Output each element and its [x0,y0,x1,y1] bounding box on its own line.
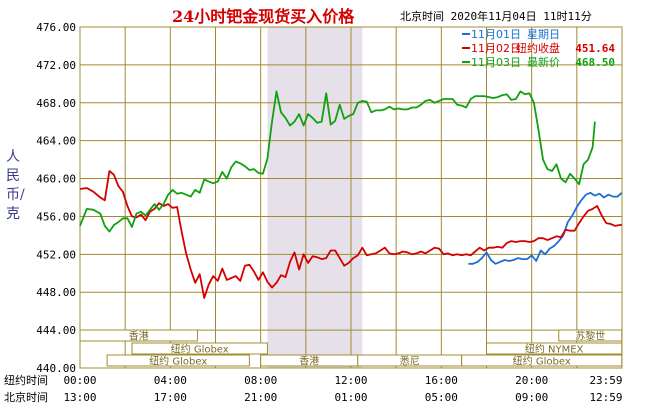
session-bar [106,354,250,367]
session-label: 苏黎世 [575,330,605,343]
session-label: 悉尼 [400,356,420,368]
session-label: 纽约 Globex [171,343,229,356]
x-tick-label-bj: 17:00 [154,391,187,404]
plot-border [79,26,623,369]
y-tick-label: 464.00 [36,135,76,148]
y-tick-label: 472.00 [36,59,76,72]
x-tick-label-bj: 13:00 [63,391,96,404]
legend-date: 11月01日 [471,28,521,41]
series-line [468,191,623,265]
x-tick-label-bj: 09:00 [515,391,548,404]
x-tick-label-ny: 08:00 [244,374,277,387]
x-row-label-ny: 纽约时间 [4,373,48,387]
legend-value: 468.50 [575,56,615,69]
y-tick-label: 456.00 [36,210,76,223]
legend-date: 11月03日 [471,56,521,69]
x-tick-label-bj: 21:00 [244,391,277,404]
series-lines [79,90,623,299]
legend-value: 451.64 [575,42,615,55]
y-tick-label: 460.00 [36,173,76,186]
y-tick-label: 476.00 [36,21,76,34]
x-tick-label-bj: 01:00 [334,391,367,404]
legend-text: 最新价 [527,55,560,69]
y-tick-label: 440.00 [36,362,76,375]
y-tick-label: 448.00 [36,286,76,299]
y-tick-label: 452.00 [36,248,76,261]
series-line [79,90,596,233]
x-tick-label-ny: 20:00 [515,374,548,387]
series-line [79,170,622,299]
x-tick-label-bj: 05:00 [425,391,458,404]
y-axis-label: 人民币/克 [6,149,25,222]
y-tick-label: 468.00 [36,97,76,110]
y-tick-label: 444.00 [36,324,76,337]
session-label: 香港 [129,331,149,343]
x-tick-label-ny: 04:00 [154,374,187,387]
x-tick-label-ny: 16:00 [425,374,458,387]
session-label: 纽约 Globex [149,355,207,368]
chart-subtitle-time: 北京时间 2020年11月04日 11时11分 [400,10,592,23]
x-tick-label-bj: 12:59 [589,391,622,404]
x-tick-label-ny: 23:59 [589,374,622,387]
legend-text: 星期日 [527,28,560,41]
x-tick-label-ny: 00:00 [63,374,96,387]
y-tick-labels: 476.00 472.00 468.00 464.00 460.00 456.00 452.… [36,21,76,375]
legend-date: 11月02日 [471,42,521,55]
legend-text: 纽约收盘 [516,41,560,55]
session-label: 香港 [299,356,319,368]
session-label: 纽约 Globex [513,355,571,368]
session-bar [131,342,268,355]
session-label: 纽约 NYMEX [525,343,584,356]
x-tick-label-ny: 12:00 [334,374,367,387]
nymex-shaded-region [267,27,363,368]
chart-title: 24小时钯金现货买入价格 [172,7,355,26]
x-row-label-bj: 北京时间 [4,390,48,404]
